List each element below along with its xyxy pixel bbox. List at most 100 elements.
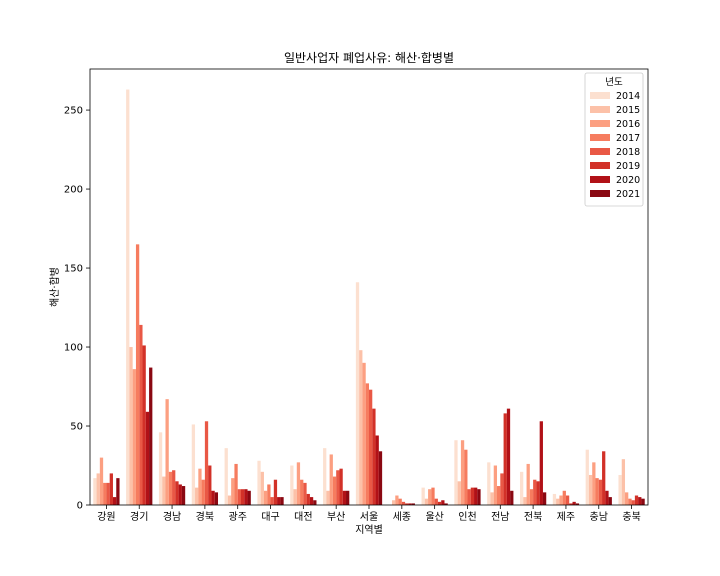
legend-label-2020: 2020: [616, 175, 640, 186]
x-tick-label: 부산: [327, 511, 345, 523]
bar-2015-경기: [129, 347, 133, 505]
bars-layer: [93, 89, 645, 505]
bar-2015-서울: [359, 350, 363, 505]
bar-2016-경기: [132, 369, 136, 505]
bar-2016-세종: [395, 495, 399, 505]
x-tick-label: 세종: [393, 511, 411, 523]
bar-2021-경북: [214, 492, 219, 505]
bar-2015-부산: [326, 490, 330, 505]
x-tick-label: 인천: [458, 511, 476, 523]
x-tick-label: 전남: [491, 511, 509, 523]
bar-2014-부산: [323, 448, 327, 505]
bar-2019-강원: [109, 473, 113, 505]
bar-2020-경기: [145, 411, 150, 505]
bar-2020-전남: [506, 408, 511, 505]
bar-2016-대구: [263, 490, 268, 505]
bar-2018-경남: [172, 470, 176, 505]
bar-2021-광주: [247, 490, 251, 505]
bar-2016-충남: [592, 462, 596, 505]
bar-2020-대구: [277, 497, 281, 505]
bar-2018-경기: [139, 324, 143, 505]
bar-2015-울산: [424, 498, 429, 505]
bar-2015-경남: [162, 476, 166, 505]
bar-2020-인천: [474, 487, 478, 505]
y-tick-label: 200: [64, 185, 83, 196]
bar-2020-경북: [211, 490, 215, 505]
bar-2016-제주: [559, 495, 563, 505]
legend-label-2018: 2018: [616, 147, 640, 158]
legend-title: 년도: [605, 77, 623, 88]
legend-swatch-2017: [590, 134, 610, 141]
bar-2016-광주: [231, 478, 235, 505]
bar-2020-충북: [638, 497, 642, 505]
legend-label-2017: 2017: [616, 133, 640, 144]
y-tick-label: 150: [64, 264, 83, 275]
bar-2018-대구: [270, 497, 274, 505]
legend-label-2014: 2014: [616, 91, 640, 102]
bar-2016-강원: [99, 457, 104, 505]
bar-2019-서울: [372, 408, 376, 505]
bar-2020-전북: [539, 421, 543, 505]
bar-2017-부산: [332, 476, 337, 505]
legend-swatch-2020: [590, 176, 610, 183]
bar-2014-울산: [421, 487, 425, 505]
bar-2016-전북: [526, 463, 530, 505]
bar-2021-충남: [608, 497, 612, 505]
bar-2021-대구: [280, 497, 284, 505]
y-tick-label: 100: [64, 343, 83, 354]
bar-2021-부산: [346, 490, 350, 505]
bar-2019-경남: [175, 481, 179, 505]
y-tick-label: 50: [70, 422, 83, 433]
x-tick-label: 경기: [130, 510, 148, 523]
x-tick-label: 대구: [261, 511, 279, 523]
bar-2019-전북: [536, 481, 540, 505]
bar-2017-대전: [300, 479, 304, 505]
bar-2019-충북: [634, 495, 639, 505]
bar-2019-부산: [339, 468, 343, 505]
bar-2018-경북: [204, 421, 209, 505]
bar-2018-강원: [106, 482, 110, 505]
x-axis-title: 지역별: [355, 524, 383, 536]
x-tick-label: 울산: [425, 511, 443, 523]
bar-2018-세종: [401, 501, 406, 505]
bar-2020-서울: [375, 435, 379, 505]
bar-2019-인천: [470, 487, 475, 505]
bar-2019-대구: [273, 479, 278, 505]
x-tick-label: 대전: [294, 511, 312, 523]
legend-label-2021: 2021: [616, 189, 640, 200]
bar-2020-강원: [112, 497, 117, 505]
x-tick-label: 광주: [229, 511, 247, 523]
bar-2017-울산: [431, 487, 435, 505]
bar-2014-충북: [618, 474, 622, 505]
bar-2019-울산: [437, 501, 442, 505]
bar-2018-전남: [500, 473, 504, 505]
x-axis: 강원 경기 경남 경북 광주 대구 대전 부산 서울 세종 울산 인천 전남 전북 제주 충남 충북: [97, 505, 641, 523]
bar-2020-제주: [572, 501, 576, 505]
bar-2018-충남: [598, 479, 603, 505]
bar-2021-강원: [116, 478, 120, 505]
bar-2014-전남: [487, 462, 491, 505]
bar-2017-광주: [234, 463, 238, 505]
bar-2019-경기: [142, 345, 146, 505]
x-tick-label: 서울: [360, 511, 378, 523]
bar-2017-경기: [135, 244, 140, 505]
bar-2015-경북: [195, 487, 199, 505]
bar-2018-서울: [369, 389, 373, 505]
bar-2017-인천: [464, 449, 468, 505]
x-tick-label: 경북: [196, 510, 214, 523]
bar-2017-세종: [398, 498, 402, 505]
bar-2021-제주: [575, 503, 580, 505]
bar-2021-충북: [641, 498, 645, 505]
bar-2019-세종: [405, 503, 409, 505]
bar-2020-울산: [441, 500, 445, 505]
bar-2019-대전: [306, 493, 310, 505]
legend-swatch-2021: [590, 190, 610, 197]
bar-2017-전남: [497, 486, 501, 505]
legend-label-2015: 2015: [616, 105, 640, 116]
bar-2018-울산: [434, 498, 438, 505]
bar-2018-충북: [631, 500, 635, 505]
legend-swatch-2016: [590, 120, 610, 127]
bar-2015-충남: [588, 474, 593, 505]
bar-2017-충북: [628, 498, 632, 505]
